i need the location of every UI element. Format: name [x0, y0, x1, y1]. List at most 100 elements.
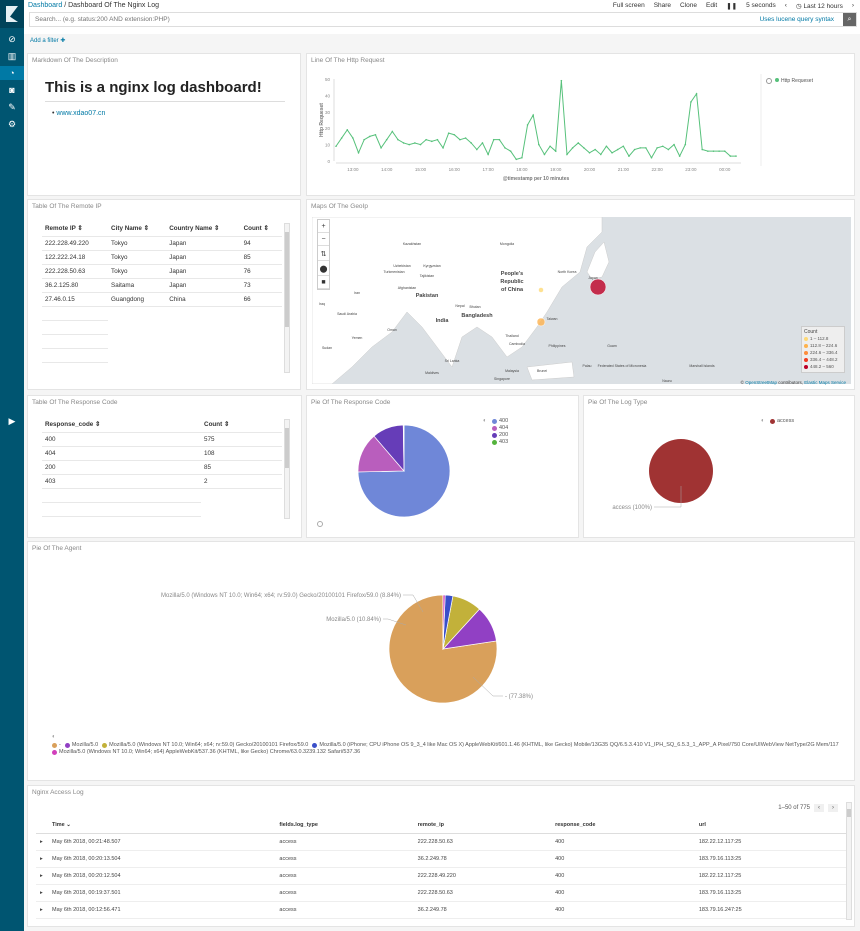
timelion-icon[interactable]: ◙: [9, 85, 15, 95]
expand-row-icon[interactable]: ▸: [36, 867, 48, 885]
osm-link[interactable]: OpenStreetMap: [745, 380, 777, 385]
table-cell: 183.79.16.113:25: [694, 850, 846, 868]
column-header[interactable]: Response_code ⇕: [42, 418, 202, 433]
legend-item[interactable]: 404: [492, 425, 508, 432]
column-header[interactable]: City Name ⇕: [108, 222, 167, 237]
data-point: [678, 155, 681, 157]
kibana-logo[interactable]: [0, 0, 24, 28]
table-row[interactable]: ▸ May 6th 2018, 00:20:12.504 access 222.228…: [36, 867, 846, 885]
next-time-button[interactable]: ›: [851, 2, 854, 9]
y-tick-label: 40: [325, 93, 331, 98]
legend-item[interactable]: 403: [492, 439, 508, 446]
devtools-icon[interactable]: ✎: [8, 102, 16, 112]
data-point: [509, 150, 512, 152]
next-page-button[interactable]: ›: [828, 804, 838, 812]
legend-item[interactable]: 400: [492, 418, 508, 425]
table-row[interactable]: ▸ May 6th 2018, 00:20:13.504 access 36.2.24…: [36, 850, 846, 868]
breadcrumb: Dashboard / Dashboard Of The Nginx Log: [28, 2, 159, 9]
zoom-in-button[interactable]: +: [318, 220, 329, 233]
table-cell: 66: [240, 292, 282, 307]
map-place-label: Sri Lanka: [445, 359, 460, 363]
table-row[interactable]: ▸ May 6th 2018, 00:12:56.471 access 36.2.24…: [36, 901, 846, 919]
column-header[interactable]: Country Name ⇕: [166, 222, 241, 237]
breadcrumb-dashboard[interactable]: Dashboard: [28, 2, 63, 9]
expand-row-icon[interactable]: ▸: [36, 850, 48, 868]
ems-link[interactable]: Elastic Maps Service: [804, 380, 846, 385]
legend-position-icon: [317, 521, 323, 527]
full-screen-button[interactable]: Full screen: [612, 2, 645, 9]
lucene-syntax-link[interactable]: Uses lucene query syntax: [759, 16, 834, 23]
legend-toggle-icon[interactable]: ◐: [483, 418, 487, 424]
table-cell: 36.2.249.78: [413, 901, 552, 919]
legend-item[interactable]: Mozilla/5.0 (iPhone; CPU iPhone OS 9_3_4…: [312, 742, 839, 749]
share-button[interactable]: Share: [653, 2, 672, 9]
collapse-icon[interactable]: ▶: [8, 416, 16, 426]
prev-page-button[interactable]: ‹: [814, 804, 824, 812]
prev-time-button[interactable]: ‹: [784, 2, 787, 9]
edit-button[interactable]: Edit: [706, 2, 718, 9]
visualize-icon[interactable]: ▥: [7, 51, 17, 61]
legend-item[interactable]: access: [770, 418, 794, 425]
data-point: [571, 147, 574, 149]
data-point: [735, 155, 737, 157]
geo-map[interactable]: Kazakhstan Mongolia Uzbekistan Kyrgyzstan Tu…: [312, 217, 851, 384]
legend-item[interactable]: 200: [492, 432, 508, 439]
pause-icon[interactable]: ❚❚: [726, 3, 738, 10]
table-cell: 76: [240, 264, 282, 279]
table-row[interactable]: ▸ May 6th 2018, 00:21:48.507 access 222.228…: [36, 833, 846, 851]
column-header[interactable]: Remote IP ⇕: [42, 222, 109, 237]
data-point: [673, 143, 675, 146]
scrollbar[interactable]: [846, 802, 852, 920]
legend-toggle-icon[interactable]: ◐: [52, 734, 56, 740]
zoom-out-button[interactable]: −: [318, 233, 329, 246]
column-header[interactable]: url: [694, 817, 846, 834]
expand-row-icon[interactable]: ▸: [36, 833, 48, 851]
column-header[interactable]: response_code: [551, 817, 695, 834]
add-filter-link[interactable]: Add a filter ✚: [30, 38, 66, 44]
map-place-label: India: [436, 318, 450, 324]
discover-icon[interactable]: ⊘: [8, 34, 16, 44]
data-point: [498, 138, 501, 141]
map-place-label: Iran: [354, 291, 360, 295]
legend-item[interactable]: -: [52, 742, 61, 749]
panel-title: Nginx Access Log: [32, 789, 84, 796]
refresh-interval[interactable]: 5 seconds: [746, 2, 776, 9]
column-header[interactable]: fields.log_type: [275, 817, 414, 834]
data-point: [718, 150, 720, 152]
expand-row-icon[interactable]: ▸: [36, 901, 48, 919]
table-cell: May 6th 2018, 00:12:56.471: [48, 901, 276, 919]
map-place-label: Bhutan: [469, 305, 480, 309]
time-picker[interactable]: ◷ Last 12 hours: [795, 3, 843, 10]
scrollbar[interactable]: [284, 223, 290, 373]
table-row[interactable]: ▸ May 6th 2018, 00:19:37.501 access 222.228…: [36, 884, 846, 902]
panel-title: Pie Of The Agent: [32, 545, 82, 552]
markdown-link[interactable]: www.xdao07.cn: [56, 110, 106, 117]
expand-row-icon[interactable]: ▸: [36, 884, 48, 902]
legend-toggle-icon[interactable]: ◐: [761, 418, 765, 424]
map-place-label: Taiwan: [547, 317, 558, 321]
column-header[interactable]: Time ⌄: [48, 817, 276, 834]
column-header[interactable]: Count ⇕: [240, 222, 282, 237]
map-place-label: Sudan: [322, 346, 332, 350]
legend-item[interactable]: Mozilla/5.0: [64, 742, 98, 749]
dashboard-icon[interactable]: ◔: [0, 66, 24, 80]
map-place-label: Guam: [607, 344, 617, 348]
scrollbar[interactable]: [284, 419, 290, 519]
management-icon[interactable]: ⚙: [7, 119, 17, 129]
legend-dot: [770, 419, 775, 424]
legend-item[interactable]: Mozilla/5.0 (Windows NT 10.0; Win64; x64…: [52, 749, 360, 756]
clone-button[interactable]: Clone: [680, 2, 698, 9]
table-cell: 403: [42, 474, 202, 489]
search-button[interactable]: ⌕: [843, 13, 856, 26]
draw-circle-button[interactable]: ⬤: [318, 263, 329, 276]
search-input[interactable]: [30, 13, 630, 26]
legend-label: Mozilla/5.0 (iPhone; CPU iPhone OS 9_3_4…: [319, 742, 839, 748]
fit-bounds-button[interactable]: ⇅: [318, 248, 329, 261]
legend-label: -: [59, 742, 61, 748]
data-point: [363, 138, 365, 141]
draw-rectangle-button[interactable]: ■: [318, 276, 329, 289]
data-point: [695, 92, 698, 95]
column-header[interactable]: Count ⇕: [201, 418, 282, 433]
legend-item[interactable]: Mozilla/5.0 (Windows NT 10.0; Win64; x64…: [102, 742, 308, 749]
column-header[interactable]: remote_ip: [413, 817, 552, 834]
